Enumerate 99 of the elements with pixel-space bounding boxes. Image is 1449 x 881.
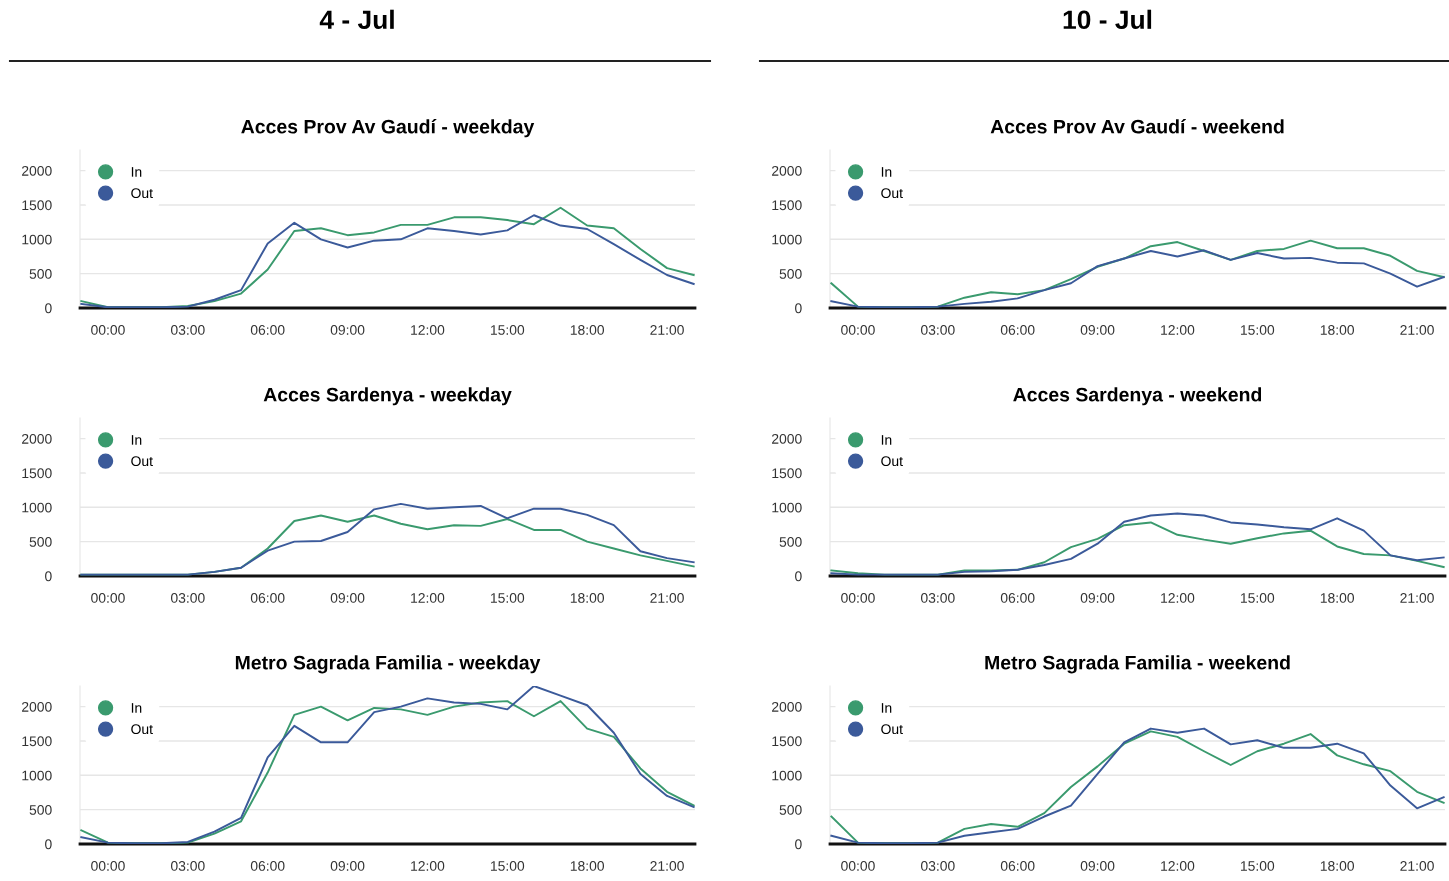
y-tick-label: 1000 <box>772 770 802 781</box>
y-tick-label: 1500 <box>772 468 802 479</box>
x-tick-label: 12:00 <box>411 593 445 603</box>
x-tick-label: 15:00 <box>490 861 525 871</box>
x-tick-label: 09:00 <box>1080 861 1115 871</box>
legend-label: In <box>881 703 892 713</box>
text: 10 - Jul <box>1063 9 1152 30</box>
y-tick-label: 1500 <box>22 200 52 211</box>
line-series <box>80 502 695 576</box>
y-tick-label: 0 <box>45 571 52 582</box>
y-tick-label: 500 <box>779 536 802 547</box>
x-tick-label: 09:00 <box>330 593 365 603</box>
chart-title: Acces Prov Av Gaudí - weekday <box>241 119 535 138</box>
x-tick-label: 06:00 <box>1000 593 1035 603</box>
x-tick-label: 18:00 <box>1320 325 1355 335</box>
y-tick-label: 1500 <box>22 468 52 479</box>
x-tick-label: 21:00 <box>650 593 684 603</box>
legend-label: In <box>131 167 142 177</box>
legend-label: Out <box>881 456 903 467</box>
legend-label: In <box>131 703 142 713</box>
x-tick-label: 12:00 <box>411 325 445 335</box>
x-tick-label: 00:00 <box>91 593 125 603</box>
x-tick-label: 09:00 <box>1080 593 1115 603</box>
x-tick-label: 15:00 <box>490 593 525 603</box>
x-tick-label: 00:00 <box>841 593 875 603</box>
x-tick-label: 06:00 <box>1000 325 1035 335</box>
chart-title: Acces Sardenya - weekend <box>1013 387 1262 406</box>
x-tick-label: 03:00 <box>170 325 205 335</box>
x-tick-label: 15:00 <box>490 325 525 335</box>
y-tick-label: 500 <box>29 536 52 547</box>
x-tick-label: 06:00 <box>250 861 285 871</box>
x-tick-label: 00:00 <box>91 861 125 871</box>
x-tick-label: 18:00 <box>1320 861 1355 871</box>
y-tick-label: 2000 <box>22 165 52 176</box>
y-tick-label: 1000 <box>22 770 52 781</box>
x-tick-label: 06:00 <box>250 593 285 603</box>
x-tick-label: 00:00 <box>841 861 875 871</box>
x-tick-label: 06:00 <box>250 325 285 335</box>
y-tick-label: 0 <box>795 571 802 582</box>
x-tick-label: 18:00 <box>570 325 605 335</box>
x-tick-label: 12:00 <box>1161 325 1195 335</box>
legend-label: Out <box>881 188 903 199</box>
y-tick-label: 0 <box>45 303 52 314</box>
x-tick-label: 21:00 <box>650 325 684 335</box>
y-tick-label: 1000 <box>772 502 802 513</box>
chart-title: Acces Prov Av Gaudí - weekend <box>990 119 1284 134</box>
chart-title: Acces Sardenya - weekday <box>263 387 512 406</box>
chart-title: Metro Sagrada Familia - weekend <box>985 655 1290 674</box>
legend-label: In <box>131 435 142 445</box>
x-tick-label: 15:00 <box>1240 593 1275 603</box>
x-tick-label: 00:00 <box>841 325 875 335</box>
x-tick-label: 18:00 <box>1320 593 1355 603</box>
x-tick-label: 15:00 <box>1240 861 1275 871</box>
x-tick-label: 18:00 <box>570 593 605 603</box>
y-tick-label: 500 <box>29 268 52 279</box>
y-tick-label: 1000 <box>772 234 802 245</box>
legend-label: Out <box>881 724 903 735</box>
x-tick-label: 21:00 <box>1400 861 1434 871</box>
x-tick-label: 21:00 <box>1400 325 1434 335</box>
x-tick-label: 09:00 <box>330 861 365 871</box>
x-tick-label: 09:00 <box>1080 325 1115 335</box>
y-tick-label: 500 <box>29 804 52 815</box>
y-tick-label: 2000 <box>772 165 802 176</box>
x-tick-label: 12:00 <box>1161 593 1195 603</box>
legend-label: Out <box>131 724 153 735</box>
legend-label: In <box>881 435 892 445</box>
legend-label: Out <box>131 456 153 467</box>
legend-label: Out <box>131 188 153 199</box>
y-tick-label: 2000 <box>772 433 802 444</box>
y-tick-label: 2000 <box>22 701 52 712</box>
x-tick-label: 03:00 <box>170 861 205 871</box>
y-tick-label: 2000 <box>22 433 52 444</box>
x-tick-label: 06:00 <box>1000 861 1035 871</box>
y-tick-label: 1000 <box>22 502 52 513</box>
x-tick-label: 15:00 <box>1240 325 1275 335</box>
legend-label: In <box>881 167 892 177</box>
x-tick-label: 21:00 <box>650 861 684 871</box>
text: 4 - Jul <box>319 9 394 30</box>
x-tick-label: 12:00 <box>411 861 445 871</box>
y-tick-label: 1000 <box>22 234 52 245</box>
y-tick-label: 0 <box>795 303 802 314</box>
y-tick-label: 1500 <box>22 736 52 747</box>
x-tick-label: 18:00 <box>570 861 605 871</box>
x-tick-label: 12:00 <box>1161 861 1195 871</box>
y-tick-label: 500 <box>779 268 802 279</box>
y-tick-label: 0 <box>795 839 802 850</box>
x-tick-label: 09:00 <box>330 325 365 335</box>
x-tick-label: 03:00 <box>170 593 205 603</box>
y-tick-label: 1500 <box>772 736 802 747</box>
y-tick-label: 0 <box>45 839 52 850</box>
y-tick-label: 2000 <box>772 701 802 712</box>
x-tick-label: 03:00 <box>920 593 955 603</box>
x-tick-label: 03:00 <box>920 861 955 871</box>
chart-title: Metro Sagrada Familia - weekday <box>235 655 541 674</box>
y-tick-label: 1500 <box>772 200 802 211</box>
x-tick-label: 00:00 <box>91 325 125 335</box>
y-tick-label: 500 <box>779 804 802 815</box>
x-tick-label: 21:00 <box>1400 593 1434 603</box>
x-tick-label: 03:00 <box>920 325 955 335</box>
